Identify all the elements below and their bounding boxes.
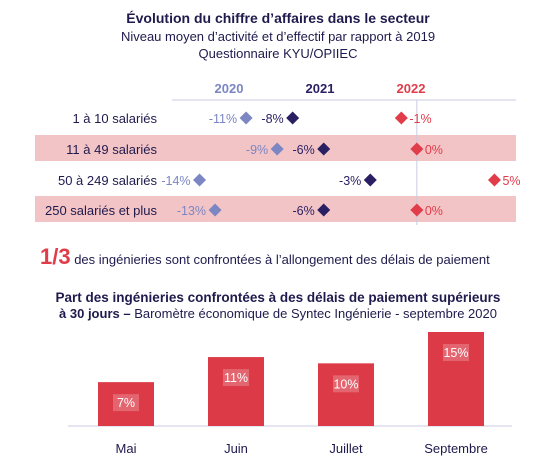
revenue-dot-plot: 2020 2021 2022 1 à 10 salariés 11 à 49 salar… — [45, 81, 521, 225]
bar-label-mai: 7% — [117, 396, 135, 410]
marker-2022-1-10-salari-s — [394, 111, 408, 125]
data-label-2021-50-249-salari-s: -3% — [339, 174, 361, 188]
row-label-250-salari-s-et-plus: 250 salariés et plus — [45, 203, 158, 218]
bar-label-box-juin — [223, 369, 249, 387]
bar-septembre — [428, 332, 484, 426]
bar-label-box-juillet — [333, 375, 359, 393]
data-label-2020-250-salari-s-et-plus: -13% — [177, 204, 206, 218]
bar-chart-subtitle-bold: à 30 jours – — [59, 306, 131, 321]
chart-subtitle: Niveau moyen d’activité et d’effectif pa… — [120, 29, 436, 44]
data-label-2020-11-49-salari-s: -9% — [246, 143, 268, 157]
row-band-250-plus — [35, 196, 516, 222]
marker-2020-11-49-salari-s — [270, 142, 284, 156]
row-label-50-249-salari-s: 50 à 249 salariés — [58, 173, 158, 188]
row-label-1-10-salari-s: 1 à 10 salariés — [72, 111, 157, 126]
marker-2021-50-249-salari-s — [363, 173, 377, 187]
data-label-2021-250-salari-s-et-plus: -6% — [292, 204, 314, 218]
callout-fraction: 1/3 — [40, 244, 71, 269]
bar-chart-subtitle: à 30 jours – Baromètre économique de Syn… — [0, 306, 556, 321]
data-label-2022-11-49-salari-s: 0% — [425, 143, 443, 157]
data-label-2022-1-10-salari-s: -1% — [409, 112, 431, 126]
bar-juillet — [318, 363, 374, 426]
marker-2020-250-salari-s-et-plus — [208, 203, 222, 217]
marker-2022-11-49-salari-s — [410, 142, 424, 156]
chart-source: Questionnaire KYU/OPIIEC — [198, 46, 358, 61]
marker-2021-250-salari-s-et-plus — [317, 203, 331, 217]
bar-label-box-septembre — [443, 344, 469, 361]
bar-label-juillet: 10% — [333, 377, 358, 391]
data-label-2022-50-249-salari-s: 5% — [502, 174, 520, 188]
bar-juin — [208, 357, 264, 426]
payment-delay-bar-chart: 7% Mai 11% Juin 10% Juillet 15% Septembre — [68, 332, 512, 456]
chart-title: Évolution du chiffre d’affaires dans le … — [126, 10, 430, 26]
marker-2022-250-salari-s-et-plus — [410, 203, 424, 217]
marker-2020-50-249-salari-s — [193, 173, 207, 187]
legend-2020: 2020 — [215, 81, 244, 96]
bar-mai — [98, 382, 154, 426]
x-tick-juillet: Juillet — [329, 441, 363, 456]
data-label-2020-50-249-salari-s: -14% — [161, 174, 190, 188]
data-label-2021-1-10-salari-s: -8% — [261, 112, 283, 126]
marker-2022-50-249-salari-s — [487, 173, 501, 187]
data-label-2020-1-10-salari-s: -11% — [209, 112, 237, 126]
data-label-2022-250-salari-s-et-plus: 0% — [425, 204, 443, 218]
x-tick-septembre: Septembre — [424, 441, 488, 456]
marker-2020-1-10-salari-s — [239, 111, 253, 125]
data-label-2021-11-49-salari-s: -6% — [292, 143, 314, 157]
bar-chart-subtitle-source: Baromètre économique de Syntec Ingénieri… — [130, 306, 497, 321]
bar-label-septembre: 15% — [443, 346, 468, 360]
x-tick-mai: Mai — [116, 441, 137, 456]
payment-delay-callout: 1/3 des ingénieries sont confrontées à l… — [40, 244, 490, 270]
bar-label-juin: 11% — [224, 371, 248, 385]
legend-2021: 2021 — [306, 81, 335, 96]
bar-label-box-mai — [113, 394, 139, 412]
bar-chart-title: Part des ingénieries confrontées à des d… — [55, 290, 501, 305]
marker-2021-11-49-salari-s — [317, 142, 331, 156]
legend-2022: 2022 — [397, 81, 426, 96]
x-tick-juin: Juin — [224, 441, 248, 456]
row-label-11-49-salari-s: 11 à 49 salariés — [66, 142, 157, 157]
callout-text: des ingénieries sont confrontées à l’all… — [70, 252, 490, 267]
marker-2021-1-10-salari-s — [286, 111, 300, 125]
